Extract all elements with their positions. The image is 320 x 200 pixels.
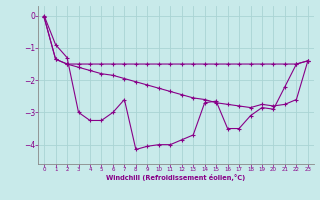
X-axis label: Windchill (Refroidissement éolien,°C): Windchill (Refroidissement éolien,°C)	[106, 174, 246, 181]
